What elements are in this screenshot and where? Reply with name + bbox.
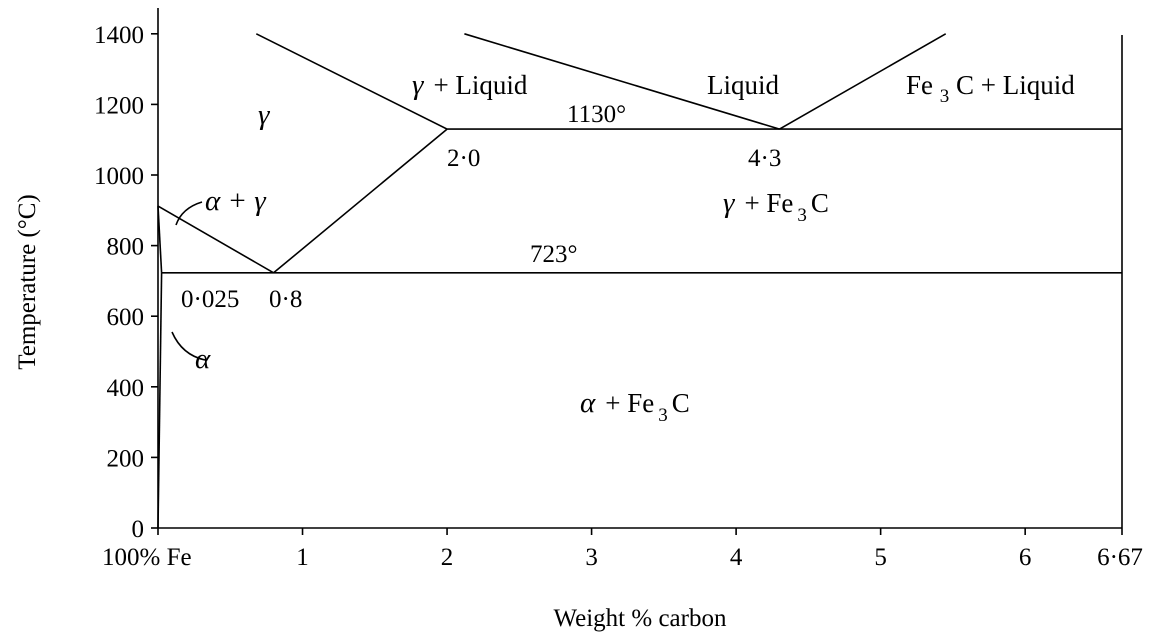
y-tick-label: 600 [107, 304, 145, 331]
region-alpha-gamma: α + γ [205, 185, 267, 217]
region-gamma-fe3c-greek: γ [723, 187, 736, 219]
alpha-leader [171, 331, 206, 361]
region-liquid: Liquid [707, 70, 779, 100]
y-tick-label: 200 [107, 445, 145, 472]
alpha-boundary [157, 206, 163, 273]
region-gamma-liquid: γ + Liquid [412, 69, 528, 101]
y-tick-label: 800 [107, 234, 145, 261]
solvus-alpha [157, 272, 163, 529]
liquidus-fe3c [779, 33, 947, 130]
annotation-0-025: 0·025 [181, 286, 239, 313]
a3-line [157, 205, 274, 274]
region-gamma-fe3c-c: C [811, 188, 829, 218]
x-tick-label: 3 [585, 544, 598, 571]
x-tick-label: 6 [1019, 544, 1032, 571]
liquidus-liquid-gamma [464, 33, 780, 130]
alpha-gamma-leader [175, 201, 203, 226]
x-tick-label: 1 [296, 544, 309, 571]
region-fe3c-liquid: Fe 3 C + Liquid [906, 70, 1075, 108]
x-tick-label: 2 [441, 544, 454, 571]
region-alpha-gamma-text: α + γ [205, 185, 267, 217]
annotation-4-3: 4·3 [748, 145, 781, 172]
region-alpha-fe3c-c: C [672, 388, 690, 418]
region-gamma-fe3c: γ + Fe 3 C [723, 187, 829, 226]
region-gamma: γ [258, 99, 271, 131]
x-tick-label: 4 [730, 544, 743, 571]
annotation-1130: 1130° [567, 101, 626, 128]
region-gamma-liquid-text: + Liquid [433, 70, 527, 100]
region-gamma-fe3c-fe: + Fe [744, 188, 793, 218]
annotation-2-0: 2·0 [447, 145, 480, 172]
phase-boundaries [157, 33, 1122, 529]
region-fe3c-liquid-sub: 3 [940, 86, 950, 107]
region-alpha-fe3c: α + Fe 3 C [580, 387, 690, 426]
region-gamma-fe3c-sub: 3 [797, 205, 807, 226]
ticks: 0 200 400 600 800 1000 1200 1400 100% Fe 1 2 3 4 5 6 6·… [94, 22, 1143, 571]
y-axis-title: Temperature (°C) [14, 194, 41, 370]
x-axis-title: Weight % carbon [554, 605, 727, 632]
y-tick-label: 400 [107, 375, 145, 402]
y-tick-label: 1200 [94, 92, 144, 119]
y-tick-label: 1400 [94, 22, 144, 49]
region-gamma-liquid-greek: γ [412, 69, 425, 101]
x-tick-label: 6·67 [1097, 544, 1143, 571]
acm-line [273, 128, 448, 274]
liquidus-gamma [255, 33, 448, 130]
annotation-723: 723° [530, 241, 578, 268]
region-fe3c-liquid-fe: Fe [906, 70, 933, 100]
region-alpha-fe3c-greek: α [580, 387, 596, 419]
region-fe3c-liquid-rest: C + Liquid [956, 70, 1075, 100]
region-alpha: α [195, 343, 211, 375]
y-tick-label: 0 [132, 516, 145, 543]
axes [157, 8, 1123, 529]
annotation-0-8: 0·8 [269, 286, 302, 313]
region-alpha-fe3c-fe: + Fe [605, 388, 654, 418]
x-tick-label: 100% Fe [102, 544, 192, 571]
region-alpha-fe3c-sub: 3 [658, 405, 668, 426]
x-tick-label: 5 [874, 544, 887, 571]
y-tick-label: 1000 [94, 163, 144, 190]
